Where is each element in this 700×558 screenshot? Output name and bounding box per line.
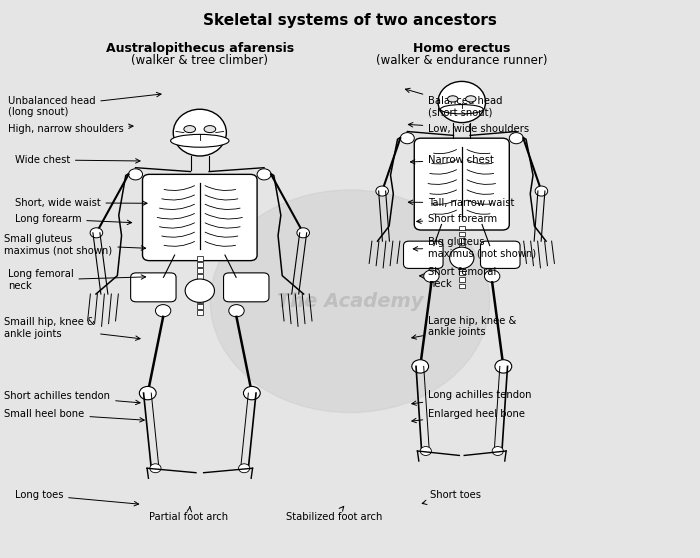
Bar — [459, 283, 465, 288]
Text: Small heel bone: Small heel bone — [4, 408, 144, 422]
Text: Tall, narrow waist: Tall, narrow waist — [408, 198, 514, 208]
Bar — [197, 304, 202, 309]
Text: Short, wide waist: Short, wide waist — [15, 198, 147, 208]
Bar — [459, 271, 465, 275]
Text: Long forearm: Long forearm — [15, 214, 132, 225]
Text: Skeletal systems of two ancestors: Skeletal systems of two ancestors — [203, 13, 497, 28]
Ellipse shape — [174, 109, 226, 156]
Text: Wide chest: Wide chest — [15, 155, 140, 165]
Circle shape — [90, 228, 103, 238]
Text: Short forearm: Short forearm — [416, 214, 498, 224]
Text: Long femoral
neck: Long femoral neck — [8, 270, 146, 291]
Bar — [459, 264, 465, 269]
Text: Short toes: Short toes — [422, 490, 481, 504]
Ellipse shape — [204, 126, 216, 133]
Circle shape — [510, 133, 524, 144]
Bar — [197, 280, 202, 285]
Bar — [197, 292, 202, 297]
Circle shape — [139, 387, 156, 400]
Text: Australopithecus afarensis: Australopithecus afarensis — [106, 41, 294, 55]
Bar — [197, 268, 202, 273]
Ellipse shape — [447, 96, 458, 102]
Bar — [197, 310, 202, 315]
Bar — [459, 277, 465, 282]
Circle shape — [412, 360, 428, 373]
Text: Large hip, knee &
ankle joints: Large hip, knee & ankle joints — [412, 315, 517, 339]
Circle shape — [150, 464, 161, 473]
Text: Enlarged heel bone: Enlarged heel bone — [412, 408, 525, 423]
Circle shape — [376, 186, 389, 196]
Circle shape — [492, 446, 503, 455]
Text: Unbalanced head
(long snout): Unbalanced head (long snout) — [8, 93, 161, 117]
Ellipse shape — [440, 104, 483, 114]
Circle shape — [400, 133, 414, 144]
Circle shape — [257, 169, 271, 180]
FancyBboxPatch shape — [403, 241, 443, 268]
Circle shape — [420, 446, 431, 455]
FancyBboxPatch shape — [131, 273, 176, 302]
Bar — [197, 286, 202, 291]
Text: Homo erectus: Homo erectus — [413, 41, 510, 55]
Ellipse shape — [171, 134, 229, 147]
Text: High, narrow shoulders: High, narrow shoulders — [8, 124, 133, 134]
Circle shape — [210, 190, 490, 412]
Text: (walker & tree climber): (walker & tree climber) — [132, 54, 268, 67]
Ellipse shape — [185, 279, 214, 302]
Circle shape — [424, 270, 439, 282]
Circle shape — [239, 464, 250, 473]
Text: Balanced head
(short snout): Balanced head (short snout) — [405, 88, 503, 117]
Bar — [459, 245, 465, 249]
Ellipse shape — [184, 126, 195, 133]
Text: Short achilles tendon: Short achilles tendon — [4, 391, 140, 405]
Circle shape — [155, 305, 171, 317]
Circle shape — [244, 387, 260, 400]
Text: Smaill hip, knee &
ankle joints: Smaill hip, knee & ankle joints — [4, 317, 140, 340]
FancyBboxPatch shape — [223, 273, 269, 302]
Text: Long toes: Long toes — [15, 490, 139, 506]
FancyBboxPatch shape — [414, 138, 510, 230]
FancyBboxPatch shape — [143, 174, 257, 261]
Ellipse shape — [449, 247, 474, 268]
Text: The Academy: The Academy — [276, 292, 424, 311]
Circle shape — [229, 305, 244, 317]
Text: Short femoral
neck: Short femoral neck — [419, 267, 496, 288]
Bar — [459, 238, 465, 243]
Circle shape — [495, 360, 512, 373]
Bar — [459, 225, 465, 230]
Circle shape — [484, 270, 500, 282]
Bar — [459, 252, 465, 256]
Bar — [197, 262, 202, 267]
Circle shape — [129, 169, 143, 180]
Text: Low, wide shoulders: Low, wide shoulders — [408, 123, 529, 134]
Bar — [197, 256, 202, 261]
Text: Big gluteus
maximus (not shown): Big gluteus maximus (not shown) — [413, 237, 536, 258]
Bar — [459, 232, 465, 237]
Text: (walker & endurance runner): (walker & endurance runner) — [376, 54, 547, 67]
Circle shape — [297, 228, 309, 238]
Ellipse shape — [438, 81, 486, 123]
Text: Small gluteus
maximus (not shown): Small gluteus maximus (not shown) — [4, 234, 146, 256]
Text: Narrow chest: Narrow chest — [410, 155, 494, 165]
Bar — [197, 274, 202, 278]
Text: Long achilles tendon: Long achilles tendon — [412, 390, 532, 405]
Text: Stabilized foot arch: Stabilized foot arch — [286, 506, 383, 522]
Circle shape — [535, 186, 547, 196]
Ellipse shape — [466, 96, 476, 102]
Bar — [459, 258, 465, 262]
Text: Partial foot arch: Partial foot arch — [149, 507, 228, 522]
Bar — [197, 299, 202, 302]
FancyBboxPatch shape — [480, 241, 520, 268]
